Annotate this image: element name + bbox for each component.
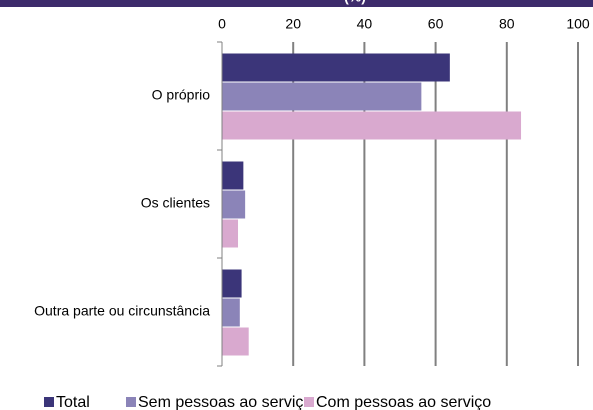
x-tick-label: 60 bbox=[428, 16, 444, 32]
bar bbox=[222, 53, 450, 82]
legend-label: Sem pessoas ao serviço bbox=[138, 394, 312, 410]
legend-label: Com pessoas ao serviço bbox=[316, 394, 491, 410]
bar bbox=[222, 111, 522, 140]
title-banner bbox=[0, 0, 593, 7]
x-tick-label: 100 bbox=[566, 16, 590, 32]
bar bbox=[222, 161, 244, 190]
chart-title: (%) bbox=[344, 0, 366, 5]
bar bbox=[222, 269, 242, 298]
y-tick-label: Os clientes bbox=[141, 195, 210, 211]
legend-label: Total bbox=[56, 394, 90, 410]
bar bbox=[222, 298, 240, 327]
y-tick-label: O próprio bbox=[152, 87, 211, 103]
y-tick-label: Outra parte ou circunstância bbox=[34, 303, 210, 319]
bar bbox=[222, 190, 246, 219]
legend-swatch bbox=[44, 397, 54, 407]
x-tick-label: 0 bbox=[218, 16, 226, 32]
x-tick-label: 80 bbox=[499, 16, 515, 32]
legend-swatch bbox=[304, 397, 314, 407]
bar bbox=[222, 82, 422, 111]
x-tick-label: 40 bbox=[357, 16, 373, 32]
legend-swatch bbox=[126, 397, 136, 407]
bar bbox=[222, 219, 239, 248]
bar bbox=[222, 327, 249, 356]
x-tick-label: 20 bbox=[285, 16, 301, 32]
